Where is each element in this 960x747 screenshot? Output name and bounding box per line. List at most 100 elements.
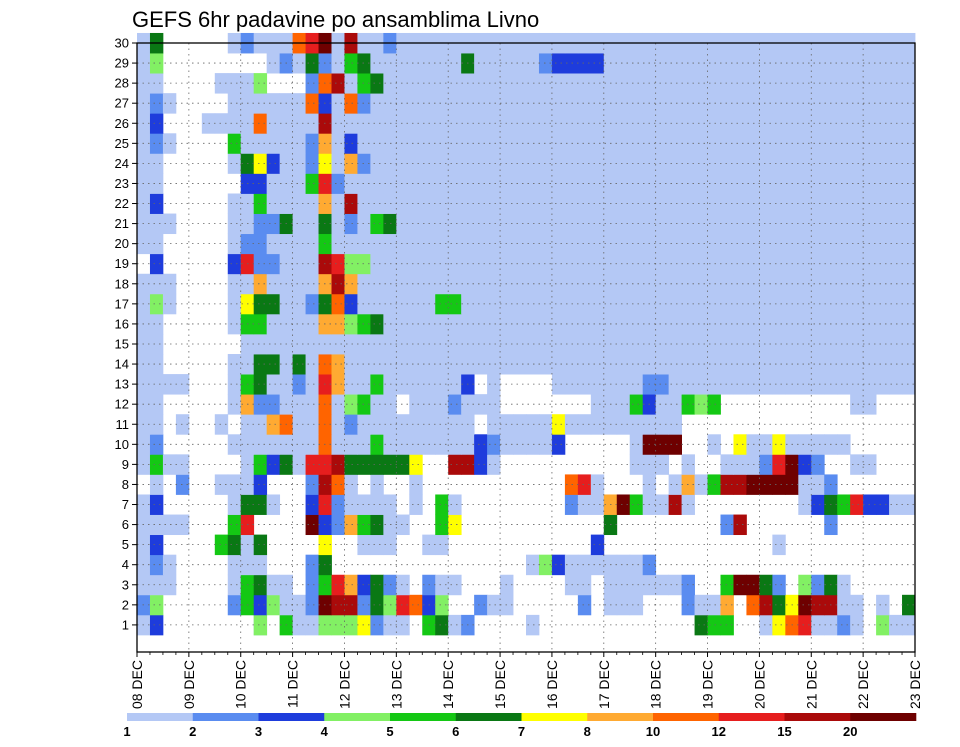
heatmap-cell	[837, 113, 851, 134]
heatmap-cell	[266, 293, 281, 315]
heatmap-cell	[474, 133, 488, 154]
heatmap-cell	[590, 394, 605, 415]
heatmap-cell	[253, 73, 268, 94]
heatmap-cell	[798, 313, 812, 335]
heatmap-cell	[487, 434, 501, 455]
heatmap-cell	[694, 153, 708, 174]
heatmap-cell	[876, 193, 890, 214]
heatmap-cell	[513, 253, 527, 275]
heatmap-cell	[253, 273, 268, 295]
heatmap-cell	[902, 73, 916, 94]
heatmap-cell	[733, 193, 747, 214]
heatmap-cell	[616, 153, 631, 174]
heatmap-cell	[370, 574, 384, 596]
heatmap-cell	[292, 293, 306, 315]
heatmap-cell	[733, 293, 747, 315]
heatmap-cell	[253, 394, 268, 415]
heatmap-cell	[162, 374, 177, 395]
heatmap-cell	[357, 374, 371, 395]
heatmap-cell	[876, 133, 890, 154]
heatmap-cell	[292, 213, 306, 235]
y-tick-label: 2	[122, 597, 129, 612]
heatmap-cell	[798, 374, 812, 395]
heatmap-cell	[811, 614, 825, 636]
heatmap-cell	[435, 434, 449, 455]
heatmap-cell	[811, 233, 825, 255]
heatmap-cell	[616, 193, 631, 214]
heatmap-cell	[448, 414, 462, 435]
heatmap-cell	[370, 414, 384, 435]
heatmap-cell	[253, 574, 268, 596]
heatmap-cell	[435, 374, 449, 395]
heatmap-cell	[448, 153, 462, 174]
heatmap-cell	[214, 414, 229, 435]
heatmap-cell	[331, 293, 345, 315]
heatmap-cell	[305, 454, 319, 475]
heatmap-cell	[435, 253, 449, 275]
heatmap-cell	[590, 293, 605, 315]
heatmap-cell	[357, 153, 371, 174]
heatmap-cell	[292, 133, 306, 154]
heatmap-cell	[850, 213, 864, 235]
heatmap-cell	[733, 253, 747, 275]
heatmap-cell	[798, 614, 812, 636]
heatmap-cell	[409, 233, 423, 255]
heatmap-cell	[266, 213, 281, 235]
heatmap-cell	[435, 73, 449, 94]
heatmap-cell	[876, 494, 890, 515]
legend-swatch	[455, 713, 522, 721]
heatmap-cell	[396, 113, 410, 134]
heatmap-cell	[331, 53, 345, 74]
heatmap-cell	[551, 354, 566, 375]
heatmap-cell	[513, 233, 527, 255]
heatmap-cell	[629, 293, 644, 315]
heatmap-cell	[474, 53, 488, 74]
heatmap-cell	[175, 454, 190, 475]
heatmap-cell	[435, 153, 449, 174]
heatmap-cell	[409, 494, 423, 515]
heatmap-cell	[513, 213, 527, 235]
heatmap-cell	[538, 93, 553, 114]
heatmap-cell	[707, 133, 721, 154]
heatmap-cell	[474, 73, 488, 94]
heatmap-cell	[266, 494, 281, 515]
heatmap-cell	[759, 233, 773, 255]
heatmap-cell	[370, 594, 384, 616]
heatmap-cell	[629, 594, 644, 616]
heatmap-cell	[668, 133, 682, 154]
heatmap-cell	[149, 273, 164, 295]
heatmap-cell	[149, 354, 164, 375]
x-tick-label: 21 DEC	[803, 660, 819, 709]
heatmap-cell	[526, 414, 540, 435]
heatmap-cell	[720, 213, 734, 235]
heatmap-cell	[344, 93, 358, 114]
heatmap-cell	[551, 233, 566, 255]
heatmap-cell	[629, 554, 644, 576]
heatmap-cell	[889, 193, 903, 214]
heatmap-cell	[292, 273, 306, 295]
heatmap-cell	[876, 53, 890, 74]
heatmap-cell	[772, 233, 786, 255]
heatmap-cell	[538, 354, 553, 375]
heatmap-cell	[253, 614, 268, 636]
heatmap-cell	[149, 594, 164, 616]
heatmap-cell	[655, 93, 670, 114]
heatmap-cell	[707, 293, 721, 315]
heatmap-cell	[344, 454, 358, 475]
heatmap-cell	[526, 153, 540, 174]
heatmap-cell	[370, 113, 384, 134]
heatmap-cell	[149, 394, 164, 415]
heatmap-cell	[798, 213, 812, 235]
heatmap-cell	[798, 233, 812, 255]
heatmap-cell	[214, 534, 229, 556]
heatmap-cell	[344, 273, 358, 295]
heatmap-cell	[655, 434, 670, 455]
heatmap-cell	[551, 333, 566, 355]
heatmap-cell	[629, 333, 644, 355]
heatmap-cell	[837, 73, 851, 94]
heatmap-cell	[370, 233, 384, 255]
heatmap-cell	[162, 454, 177, 475]
heatmap-cell	[513, 133, 527, 154]
heatmap-cell	[396, 414, 410, 435]
heatmap-cell	[811, 374, 825, 395]
